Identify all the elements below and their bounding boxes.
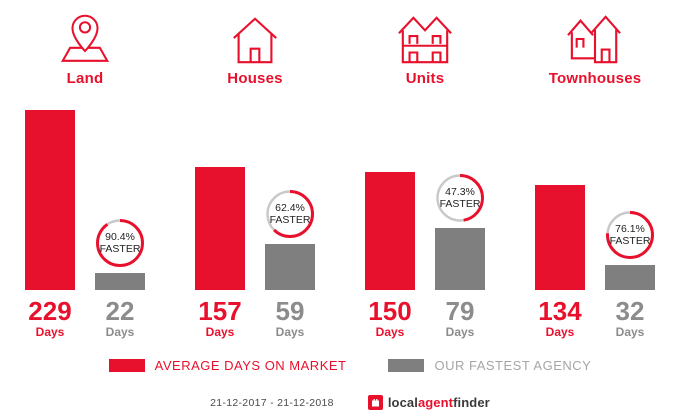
value-labels: 150 Days 79 Days [360,298,490,340]
faster-word: FASTER [269,213,311,226]
avg-days-unit: Days [375,325,405,339]
avg-days-value: 157 [198,296,242,326]
faster-badge: 76.1% FASTER [606,210,654,259]
legend: AVERAGE DAYS ON MARKET OUR FASTEST AGENC… [0,358,700,373]
localagentfinder-logo: localagentfinder [367,395,490,410]
avg-days-bar [25,110,75,290]
footer: 21-12-2017 - 21-12-2018 localagentfinder [0,395,700,410]
agency-days-unit: Days [275,325,305,339]
avg-days-bar [535,184,585,290]
legend-swatch-red [108,359,145,372]
faster-word: FASTER [99,242,141,255]
agency-days-value: 59 [275,296,305,326]
agency-days-bar [95,272,145,290]
avg-days-unit: Days [205,325,235,339]
agency-days-value: 22 [105,296,135,326]
bar-pair: 62.4% FASTER [195,110,315,290]
category-label: Land [66,70,104,87]
avg-days-value: 229 [28,296,72,326]
faster-word: FASTER [609,234,651,247]
townhouses-icon [566,10,624,66]
faster-word: FASTER [439,197,481,210]
faster-percent: 76.1% [615,222,645,235]
faster-percent: 90.4% [105,230,135,243]
group-townhouses: Townhouses 76.1% FASTER [510,0,680,340]
agency-days-value: 32 [615,296,645,326]
faster-badge: 62.4% FASTER [266,189,314,238]
agency-days-unit: Days [105,325,135,339]
agency-days-bar [265,243,315,290]
agency-days-unit: Days [615,325,645,339]
agency-days-unit: Days [445,325,475,339]
avg-days-bar [365,172,415,290]
legend-label-fastest-agency: OUR FASTEST AGENCY [434,358,592,373]
avg-days-value: 134 [538,296,582,326]
units-icon [396,10,454,66]
category-label: Houses [227,70,283,87]
localagentfinder-logo-icon [367,395,383,410]
category-label: Units [405,70,445,87]
avg-days-bar [195,166,245,290]
map-pin-icon [59,10,111,66]
value-labels: 229 Days 22 Days [20,298,150,340]
agency-days-bar [605,264,655,290]
legend-swatch-gray [388,359,425,372]
localagentfinder-logo-text: localagentfinder [387,395,490,410]
agency-days-value: 79 [445,296,475,326]
avg-days-unit: Days [35,325,65,339]
bar-pair: 47.3% FASTER [365,110,485,290]
group-land: Land 90.4% FASTER [0,0,170,340]
group-units: Units 47.3% FASTER [340,0,510,340]
bar-pair: 90.4% FASTER [25,110,145,290]
avg-days-value: 150 [368,296,412,326]
value-labels: 134 Days 32 Days [530,298,660,340]
category-columns: Land 90.4% FASTER [0,0,680,340]
value-labels: 157 Days 59 Days [190,298,320,340]
agency-days-bar [435,227,485,290]
legend-label-avg-days: AVERAGE DAYS ON MARKET [154,358,347,373]
legend-item-fastest-agency: OUR FASTEST AGENCY [388,358,591,373]
group-houses: Houses 62.4% FASTER [170,0,340,340]
date-range: 21-12-2017 - 21-12-2018 [210,396,334,409]
legend-item-avg-days: AVERAGE DAYS ON MARKET [108,358,347,373]
faster-badge: 90.4% FASTER [96,218,144,267]
category-label: Townhouses [548,70,642,87]
faster-percent: 62.4% [275,201,305,214]
avg-days-unit: Days [545,325,575,339]
faster-badge: 47.3% FASTER [436,173,484,222]
house-icon [228,10,282,66]
bar-pair: 76.1% FASTER [535,110,655,290]
faster-percent: 47.3% [445,185,475,198]
